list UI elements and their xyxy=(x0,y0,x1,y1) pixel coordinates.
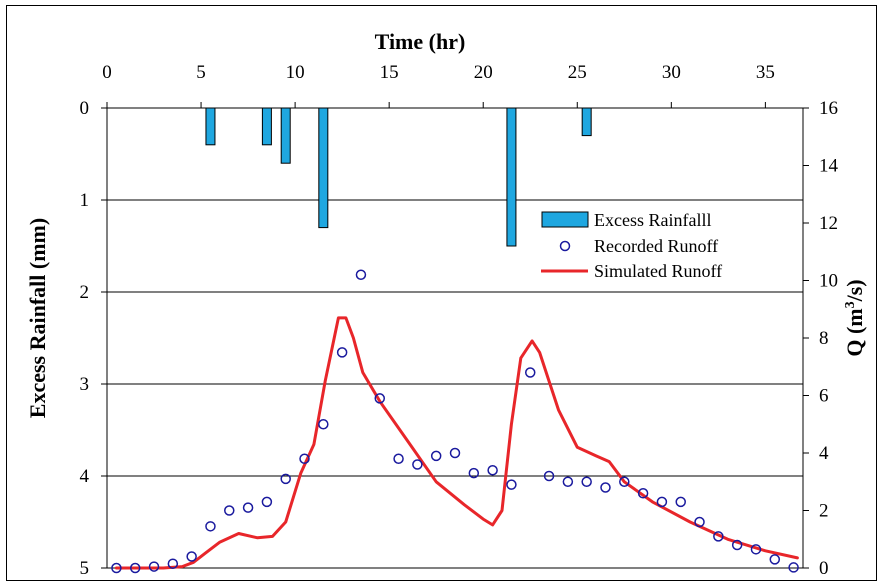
y-left-tick-label: 0 xyxy=(80,98,90,119)
legend: Excess Rainfalll Recorded Runoff Simulat… xyxy=(541,210,722,281)
recorded-runoff-points xyxy=(111,269,799,574)
recorded-runoff-point xyxy=(506,479,517,490)
excess-rainfall-bars xyxy=(205,107,592,247)
legend-swatch-excess-rainfall xyxy=(541,211,589,228)
y-right-tick-label: 2 xyxy=(819,501,829,522)
x-tick-label: 20 xyxy=(474,62,493,83)
rainfall-bar xyxy=(506,107,517,247)
legend-marker-recorded-runoff xyxy=(559,240,571,252)
x-axis-title: Time (hr) xyxy=(375,29,466,54)
recorded-runoff-point xyxy=(750,544,762,555)
y-right-tick-label: 6 xyxy=(819,386,829,407)
recorded-runoff-point xyxy=(186,551,197,562)
recorded-runoff-point xyxy=(336,347,348,358)
x-tick-label: 5 xyxy=(196,62,206,83)
recorded-runoff-point xyxy=(412,459,423,470)
recorded-runoff-point xyxy=(656,496,668,508)
recorded-runoff-point xyxy=(129,562,141,574)
rainfall-bar xyxy=(261,107,272,146)
y-left-axis-title: Excess Rainfall (mm) xyxy=(25,218,50,418)
y-right-tick-label: 0 xyxy=(819,558,829,579)
grid-lines xyxy=(107,199,803,569)
recorded-runoff-point xyxy=(619,476,630,487)
recorded-runoff-point xyxy=(731,539,743,551)
recorded-runoff-point xyxy=(449,447,461,459)
recorded-runoff-point xyxy=(468,467,480,479)
y-left-tick-label: 1 xyxy=(80,190,90,211)
recorded-runoff-point xyxy=(487,465,498,476)
x-tick-label: 35 xyxy=(756,62,775,83)
legend-label-excess-rainfall: Excess Rainfalll xyxy=(594,210,711,230)
recorded-runoff-point xyxy=(318,419,329,430)
recorded-runoff-point xyxy=(299,453,310,464)
x-tick-label: 30 xyxy=(662,62,681,83)
recorded-runoff-point xyxy=(374,393,386,404)
recorded-runoff-point xyxy=(694,516,705,528)
legend-label-simulated-runoff: Simulated Runoff xyxy=(594,261,722,281)
recorded-runoff-point xyxy=(224,505,235,516)
legend-label-recorded-runoff: Recorded Runoff xyxy=(594,236,718,256)
y-right-tick-label: 8 xyxy=(819,328,829,349)
y-right-tick-label: 10 xyxy=(819,271,838,292)
y-right-tick-label: 16 xyxy=(819,98,838,119)
x-tick-label: 15 xyxy=(380,62,399,83)
recorded-runoff-point xyxy=(242,502,254,513)
y-right-tick-label: 14 xyxy=(819,156,839,177)
recorded-runoff-point xyxy=(562,476,574,487)
y-right-axis-title: Q (m3/s) xyxy=(842,279,867,356)
recorded-runoff-point xyxy=(524,367,536,378)
recorded-runoff-point xyxy=(393,453,404,464)
simulated-runoff-line-layer xyxy=(114,316,799,570)
x-tick-label: 0 xyxy=(102,62,112,83)
rainfall-bar xyxy=(581,107,592,137)
recorded-runoff-point xyxy=(675,496,686,508)
rainfall-bar xyxy=(280,107,291,164)
y-right-tick-label: 12 xyxy=(819,213,838,234)
recorded-runoff-point xyxy=(111,562,122,574)
chart-frame xyxy=(6,5,877,581)
recorded-runoff-point xyxy=(205,521,216,532)
recorded-runoff-point xyxy=(788,562,799,573)
y-left-tick-label: 5 xyxy=(80,558,90,579)
recorded-runoff-point xyxy=(769,554,781,565)
y-right-tick-label: 4 xyxy=(819,443,829,464)
recorded-runoff-point xyxy=(713,531,724,542)
simulated-runoff-line xyxy=(114,316,799,570)
recorded-runoff-point xyxy=(148,561,160,572)
rainfall-bar xyxy=(318,107,329,229)
recorded-runoff-point xyxy=(355,269,367,280)
recorded-runoff-point xyxy=(581,476,592,487)
y-left-tick-label: 3 xyxy=(80,374,90,395)
recorded-runoff-point xyxy=(543,470,555,482)
x-tick-label: 25 xyxy=(568,62,587,83)
recorded-runoff-point xyxy=(600,482,611,493)
x-tick-label: 10 xyxy=(286,62,305,83)
recorded-runoff-point xyxy=(430,450,442,462)
recorded-runoff-point xyxy=(167,558,179,569)
y-left-tick-label: 2 xyxy=(80,282,90,303)
recorded-runoff-point xyxy=(637,488,649,499)
recorded-runoff-point xyxy=(280,473,291,485)
rainfall-bar xyxy=(205,107,216,146)
y-left-tick-label: 4 xyxy=(80,466,90,487)
recorded-runoff-point xyxy=(261,496,273,508)
